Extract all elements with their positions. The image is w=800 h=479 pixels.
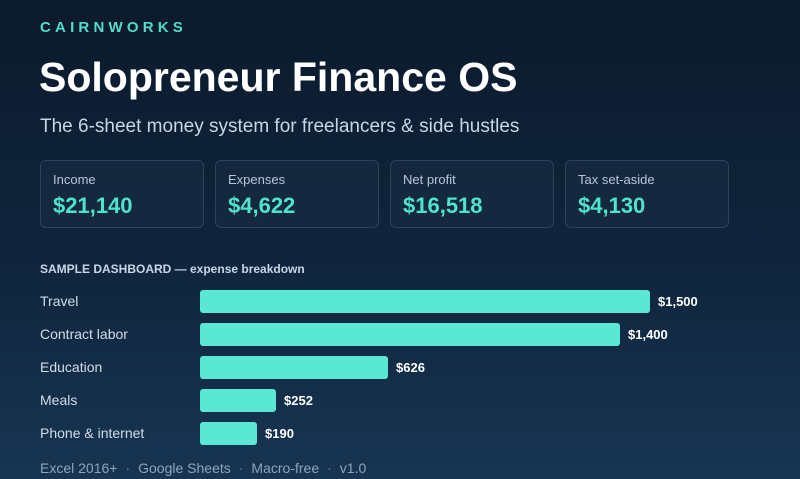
bar-value-meals: $252 bbox=[284, 393, 313, 408]
bar-phone-internet bbox=[200, 422, 257, 445]
net-profit-label: Net profit bbox=[403, 172, 456, 187]
tax-set-aside-card: Tax set-aside $4,130 bbox=[565, 160, 729, 228]
income-label: Income bbox=[53, 172, 96, 187]
expenses-label: Expenses bbox=[228, 172, 286, 187]
expenses-card: Expenses $4,622 bbox=[215, 160, 379, 228]
bar-row-meals: Meals $252 bbox=[0, 389, 800, 412]
bar-value-phone-internet: $190 bbox=[265, 426, 294, 441]
bar-label-contract-labor: Contract labor bbox=[40, 326, 128, 342]
footer-item-version: v1.0 bbox=[339, 460, 367, 476]
net-profit-card: Net profit $16,518 bbox=[390, 160, 554, 228]
bar-label-meals: Meals bbox=[40, 392, 78, 408]
net-profit-value: $16,518 bbox=[403, 193, 483, 218]
bar-label-travel: Travel bbox=[40, 293, 79, 309]
footer-separator: · bbox=[238, 460, 244, 476]
footer-separator: · bbox=[327, 460, 332, 476]
footer: Excel 2016+ · Google Sheets · Macro-free · v1.… bbox=[40, 460, 366, 476]
section-label: SAMPLE DASHBOARD — expense breakdown bbox=[40, 262, 305, 276]
income-card: Income $21,140 bbox=[40, 160, 204, 228]
brand-label: CAIRNWORKS bbox=[40, 19, 187, 36]
bar-value-travel: $1,500 bbox=[658, 294, 698, 309]
page-subtitle: The 6-sheet money system for freelancers… bbox=[40, 116, 520, 137]
income-value: $21,140 bbox=[53, 193, 133, 218]
bar-contract-labor bbox=[200, 323, 620, 346]
bar-row-phone-internet: Phone & internet $190 bbox=[0, 422, 800, 445]
bar-meals bbox=[200, 389, 276, 412]
bar-value-contract-labor: $1,400 bbox=[628, 327, 668, 342]
bar-row-education: Education $626 bbox=[0, 356, 800, 379]
bar-row-travel: Travel $1,500 bbox=[0, 290, 800, 313]
tax-set-aside-label: Tax set-aside bbox=[578, 172, 655, 187]
expenses-value: $4,622 bbox=[228, 193, 296, 218]
page-title: Solopreneur Finance OS bbox=[39, 54, 518, 100]
bar-label-phone-internet: Phone & internet bbox=[40, 425, 145, 441]
footer-item-macro-free: Macro-free bbox=[251, 460, 320, 476]
bar-education bbox=[200, 356, 388, 379]
footer-item-excel: Excel 2016+ bbox=[40, 460, 118, 476]
bar-label-education: Education bbox=[40, 359, 103, 375]
bar-travel bbox=[200, 290, 650, 313]
bar-row-contract-labor: Contract labor $1,400 bbox=[0, 323, 800, 346]
bar-value-education: $626 bbox=[396, 360, 425, 375]
tax-set-aside-value: $4,130 bbox=[578, 193, 646, 218]
footer-item-google-sheets: Google Sheets bbox=[138, 460, 231, 476]
footer-separator: · bbox=[125, 460, 131, 476]
